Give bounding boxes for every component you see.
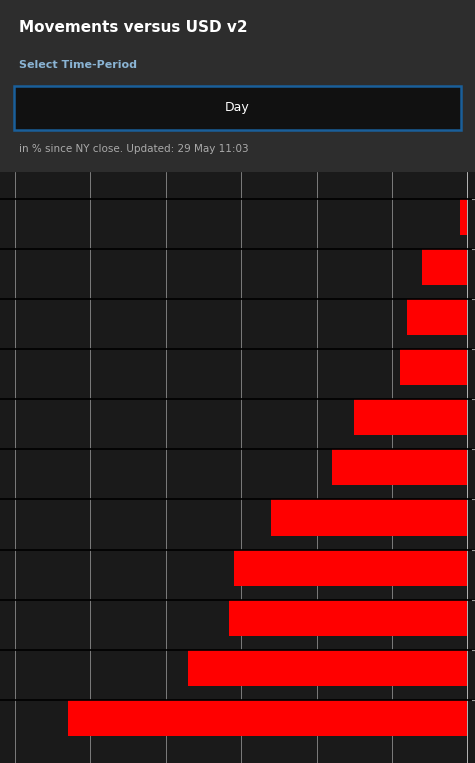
Bar: [68, 700, 467, 736]
Bar: [422, 249, 467, 285]
Bar: [234, 549, 467, 586]
Bar: [332, 449, 467, 485]
Bar: [460, 198, 467, 235]
Bar: [229, 600, 467, 636]
Text: in % since NY close. Updated: 29 May 11:03: in % since NY close. Updated: 29 May 11:…: [19, 144, 248, 154]
Bar: [399, 349, 467, 385]
FancyBboxPatch shape: [14, 86, 461, 130]
Text: Day: Day: [225, 101, 250, 114]
Bar: [271, 500, 467, 536]
Bar: [189, 650, 467, 686]
Bar: [354, 399, 467, 435]
Text: Select Time-Period: Select Time-Period: [19, 60, 137, 70]
Bar: [407, 299, 467, 335]
Text: Movements versus USD v2: Movements versus USD v2: [19, 20, 247, 35]
